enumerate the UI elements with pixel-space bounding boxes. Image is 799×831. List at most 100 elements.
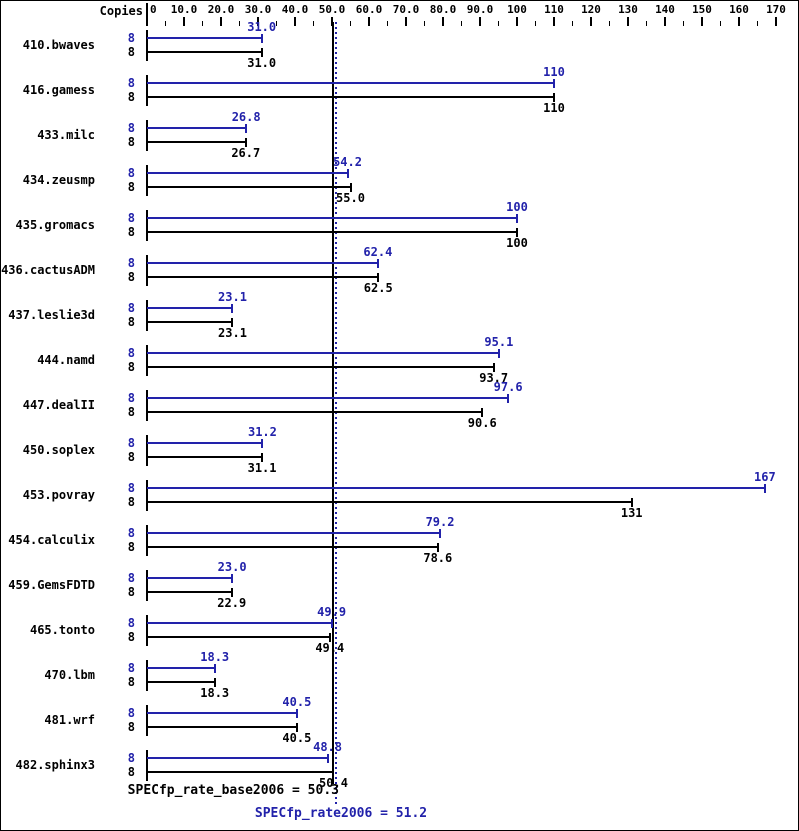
- group-start-tick: [146, 255, 148, 286]
- minor-tick: [312, 21, 314, 26]
- peak-bar: [147, 487, 765, 489]
- benchmark-label: 436.cactusADM: [1, 263, 95, 277]
- peak-bar-value-label: 62.4: [363, 245, 393, 259]
- base-copies-value: 8: [127, 90, 135, 104]
- peak-bar-end-cap: [295, 709, 298, 718]
- minor-tick: [645, 21, 647, 26]
- base-bar-end-cap: [492, 363, 495, 372]
- peak-bar-value-label: 95.1: [484, 335, 514, 349]
- axis-origin-line: [146, 3, 148, 26]
- peak-copies-value: 8: [127, 751, 135, 765]
- base-copies-value: 8: [127, 765, 135, 779]
- minor-tick: [497, 21, 499, 26]
- peak-bar-value-label: 110: [543, 65, 565, 79]
- tick-label: 110: [544, 3, 564, 16]
- group-start-tick: [146, 345, 148, 376]
- peak-bar: [147, 757, 328, 759]
- base-bar: [147, 771, 334, 773]
- peak-bar-end-cap: [507, 394, 510, 403]
- group-start-tick: [146, 75, 148, 106]
- major-tick: [294, 17, 296, 26]
- tick-label: 40.0: [281, 3, 309, 16]
- peak-bar-end-cap: [346, 169, 349, 178]
- peak-bar-value-label: 23.1: [218, 290, 247, 304]
- group-start-tick: [146, 525, 148, 556]
- peak-bar: [147, 82, 554, 84]
- base-bar-end-cap: [213, 678, 216, 687]
- peak-bar-end-cap: [231, 574, 234, 583]
- peak-bar: [147, 127, 247, 129]
- peak-bar: [147, 307, 233, 309]
- peak-bar-value-label: 54.2: [333, 155, 362, 169]
- peak-bar-value-label: 40.5: [282, 695, 312, 709]
- peak-copies-value: 8: [127, 166, 135, 180]
- tick-label: 30.0: [244, 3, 272, 16]
- group-start-tick: [146, 570, 148, 601]
- peak-bar-value-label: 100: [506, 200, 528, 214]
- peak-copies-value: 8: [127, 256, 135, 270]
- peak-bar: [147, 217, 517, 219]
- peak-result-label: SPECfp_rate2006 = 51.2: [254, 806, 428, 821]
- base-bar-value-label: 31.1: [247, 461, 277, 475]
- major-tick: [627, 17, 629, 26]
- base-copies-value: 8: [127, 675, 135, 689]
- minor-tick: [164, 21, 166, 26]
- major-tick: [664, 17, 666, 26]
- tick-label: 50.0: [318, 3, 346, 16]
- group-start-tick: [146, 120, 148, 151]
- base-bar-value-label: 31.0: [247, 56, 277, 70]
- base-bar-value-label: 49.4: [315, 641, 345, 655]
- tick-label: 160: [729, 3, 749, 16]
- tick-label: 0: [150, 3, 157, 16]
- peak-bar: [147, 712, 297, 714]
- peak-copies-value: 8: [127, 481, 135, 495]
- peak-bar-end-cap: [763, 484, 766, 493]
- base-bar: [147, 186, 351, 188]
- peak-copies-value: 8: [127, 346, 135, 360]
- base-bar: [147, 636, 330, 638]
- tick-label: 130: [618, 3, 638, 16]
- peak-bar-end-cap: [231, 304, 234, 313]
- base-copies-value: 8: [127, 135, 135, 149]
- group-start-tick: [146, 705, 148, 736]
- benchmark-label: 416.gamess: [22, 83, 95, 97]
- minor-tick: [682, 21, 684, 26]
- major-tick: [701, 17, 703, 26]
- base-bar-value-label: 40.5: [282, 731, 312, 745]
- major-tick: [183, 17, 185, 26]
- peak-bar: [147, 397, 509, 399]
- base-copies-value: 8: [127, 45, 135, 59]
- base-bar: [147, 141, 246, 143]
- benchmark-label: 434.zeusmp: [22, 173, 95, 187]
- peak-bar-value-label: 79.2: [425, 515, 455, 529]
- base-bar-value-label: 26.7: [231, 146, 261, 160]
- peak-bar-end-cap: [376, 259, 379, 268]
- benchmark-label: 444.namd: [37, 353, 95, 367]
- tick-label: 90.0: [466, 3, 494, 16]
- base-bar-end-cap: [332, 768, 335, 777]
- base-bar: [147, 96, 554, 98]
- base-bar-value-label: 22.9: [217, 596, 247, 610]
- base-bar-value-label: 50.4: [319, 776, 348, 790]
- tick-label: 150: [692, 3, 712, 16]
- base-copies-value: 8: [127, 180, 135, 194]
- base-bar: [147, 51, 262, 53]
- peak-bar-value-label: 18.3: [200, 650, 230, 664]
- tick-label: 120: [581, 3, 601, 16]
- base-bar-end-cap: [244, 138, 247, 147]
- base-bar: [147, 681, 215, 683]
- peak-bar: [147, 667, 215, 669]
- base-bar: [147, 411, 483, 413]
- minor-tick: [386, 21, 388, 26]
- peak-bar-end-cap: [261, 439, 264, 448]
- base-bar-end-cap: [553, 93, 555, 102]
- peak-bar-end-cap: [553, 79, 555, 88]
- major-tick: [738, 17, 740, 26]
- base-bar: [147, 456, 263, 458]
- base-bar-end-cap: [349, 183, 352, 192]
- peak-bar: [147, 532, 441, 534]
- benchmark-label: 470.lbm: [44, 668, 95, 682]
- peak-bar-value-label: 26.8: [231, 110, 261, 124]
- base-bar-value-label: 90.6: [467, 416, 497, 430]
- peak-bar-end-cap: [245, 124, 248, 133]
